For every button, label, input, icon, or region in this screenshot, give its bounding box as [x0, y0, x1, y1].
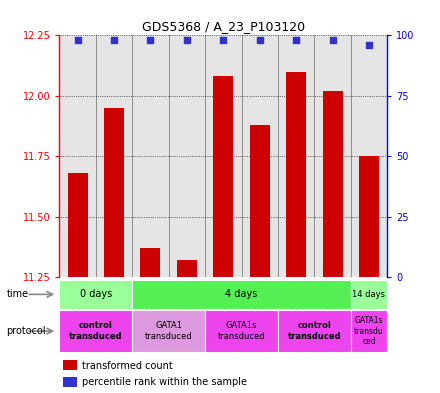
Text: GATA1s
transduced: GATA1s transduced: [218, 321, 265, 341]
Bar: [351, 280, 387, 309]
Bar: [242, 35, 278, 277]
Point: [366, 42, 373, 48]
Point: [293, 37, 300, 43]
Bar: [132, 35, 169, 277]
Bar: [205, 310, 278, 352]
Bar: [278, 35, 314, 277]
Point: [329, 37, 336, 43]
Bar: [205, 35, 242, 277]
Bar: [314, 35, 351, 277]
Bar: [213, 77, 233, 277]
Bar: [132, 310, 205, 352]
Bar: [96, 35, 132, 277]
Text: GATA1s
transdu
ced: GATA1s transdu ced: [354, 316, 384, 346]
Bar: [169, 35, 205, 277]
Bar: [68, 173, 88, 277]
Text: percentile rank within the sample: percentile rank within the sample: [82, 377, 247, 387]
Bar: [59, 310, 132, 352]
Bar: [59, 280, 132, 309]
Bar: [286, 72, 306, 277]
Bar: [62, 360, 77, 370]
Bar: [278, 310, 351, 352]
Text: control
transduced: control transduced: [69, 321, 123, 341]
Text: transformed count: transformed count: [82, 360, 173, 371]
Point: [183, 37, 191, 43]
Bar: [250, 125, 270, 277]
Text: 0 days: 0 days: [80, 289, 112, 299]
Bar: [132, 280, 351, 309]
Text: GATA1
transduced: GATA1 transduced: [145, 321, 192, 341]
Point: [110, 37, 117, 43]
Point: [256, 37, 263, 43]
Text: time: time: [7, 289, 29, 299]
Text: 4 days: 4 days: [225, 289, 258, 299]
Bar: [351, 35, 387, 277]
Point: [147, 37, 154, 43]
Text: protocol: protocol: [7, 326, 46, 336]
Bar: [140, 248, 161, 277]
Bar: [177, 260, 197, 277]
Bar: [59, 35, 96, 277]
Bar: [62, 377, 77, 387]
Title: GDS5368 / A_23_P103120: GDS5368 / A_23_P103120: [142, 20, 305, 33]
Bar: [359, 156, 379, 277]
Point: [74, 37, 81, 43]
Text: 14 days: 14 days: [352, 290, 385, 299]
Bar: [104, 108, 124, 277]
Text: control
transduced: control transduced: [288, 321, 341, 341]
Bar: [351, 310, 387, 352]
Point: [220, 37, 227, 43]
Bar: [323, 91, 343, 277]
